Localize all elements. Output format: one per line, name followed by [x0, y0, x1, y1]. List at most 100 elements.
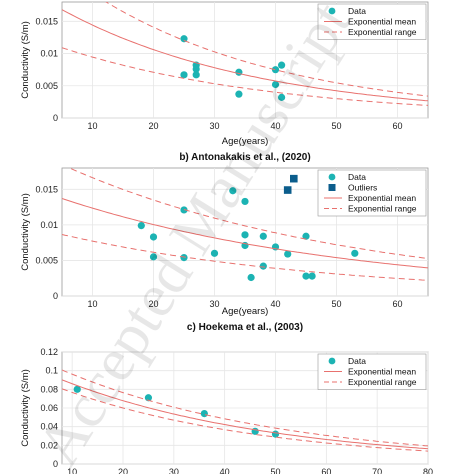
x-tick-label: 50 [331, 299, 341, 309]
data-point [235, 68, 243, 76]
data-point [180, 35, 188, 43]
x-tick-label: 40 [270, 121, 280, 131]
data-point [144, 394, 153, 402]
data-point [278, 61, 286, 69]
data-point [180, 254, 188, 262]
data-point [302, 232, 310, 240]
x-axis-label: Age(years) [222, 136, 268, 147]
exponential-range-curve [62, 234, 428, 281]
legend-label: Data [348, 6, 366, 16]
y-axis-label: Conductivity (S/m) [20, 21, 31, 99]
x-tick-label: 60 [392, 299, 402, 309]
legend-label: Exponential mean [348, 367, 416, 377]
data-point [235, 90, 243, 98]
x-tick-label: 10 [87, 299, 97, 309]
data-point [149, 233, 158, 241]
y-axis-label: Conductivity (S/m) [20, 369, 31, 447]
legend-outlier-marker [328, 184, 336, 191]
data-point [259, 232, 267, 240]
exponential-range-curve [105, 2, 428, 97]
data-point [241, 197, 249, 206]
y-axis-label: Conductivity (S/m) [20, 193, 31, 271]
exponential-range-curve [68, 168, 428, 259]
legend-label: Exponential range [348, 204, 417, 214]
chart-panel-2: 10 20 30 40 50 60 0 0.005 0.01 0.015 Conductivity … [20, 152, 429, 317]
y-tick-label: 0.01 [40, 220, 58, 230]
y-tick-label: 0.015 [35, 16, 58, 26]
legend-label: Exponential range [348, 27, 417, 37]
exponential-mean-curve [62, 198, 428, 269]
x-axis-label: Age(years) [222, 306, 268, 317]
panel-title: c) Hoekema et al., (2003) [187, 322, 303, 333]
data-point [180, 71, 188, 79]
series-layer [62, 369, 428, 452]
data-point [271, 430, 280, 438]
x-tick-label: 10 [87, 121, 97, 131]
legend-data-marker [328, 357, 336, 365]
y-tick-label: 0.02 [40, 440, 58, 450]
y-tick-label: 0.04 [40, 422, 58, 432]
x-tick-label: 20 [148, 299, 158, 309]
x-tick-label: 30 [169, 467, 179, 474]
x-tick-label: 50 [331, 121, 341, 131]
x-tick-label: 30 [209, 121, 219, 131]
data-point [308, 272, 316, 280]
exponential-mean-curve [62, 9, 428, 102]
y-tick-label: 0 [53, 113, 58, 123]
data-point [259, 262, 267, 270]
chart-panel-3: 10 20 30 40 50 60 70 80 0 0.02 0.04 0.06 0.08 0.1 0.12… [20, 322, 433, 474]
data-point [278, 93, 286, 101]
panels: 10 20 30 40 50 60 0 0.005 0.01 0.015 Conductivity … [20, 1, 433, 474]
data-point [149, 253, 158, 261]
data-point [271, 66, 280, 74]
panel-title: b) Antonakakis et al., (2020) [179, 152, 310, 163]
x-tick-label: 30 [209, 299, 219, 309]
legend-label: Data [348, 172, 366, 182]
legend-data-marker [328, 7, 336, 15]
data-point [351, 249, 359, 257]
y-tick-label: 0.005 [35, 81, 58, 91]
y-tick-label: 0.12 [40, 347, 58, 357]
data-point [251, 427, 259, 435]
y-tick-label: 0.005 [35, 255, 58, 265]
data-point [302, 272, 310, 280]
x-tick-label: 60 [392, 121, 402, 131]
data-point [192, 71, 200, 79]
legend-label: Outliers [348, 183, 377, 193]
x-tick-label: 40 [270, 299, 280, 309]
chart-panel-1: 10 20 30 40 50 60 0 0.005 0.01 0.015 Conductivity … [20, 1, 429, 147]
outlier-point [283, 186, 292, 194]
legend-label: Exponential mean [348, 193, 416, 203]
x-tick-label: 20 [148, 121, 158, 131]
data-point [73, 385, 81, 393]
x-tick-label: 40 [220, 467, 230, 474]
y-tick-label: 0.015 [35, 184, 58, 194]
series-layer [62, 2, 428, 106]
outlier-point [290, 174, 298, 183]
y-tick-label: 0.1 [45, 366, 58, 376]
y-tick-label: 0 [53, 459, 58, 469]
data-point [271, 80, 280, 89]
data-point [284, 250, 292, 258]
x-tick-label: 60 [321, 467, 331, 474]
x-tick-label: 70 [372, 467, 382, 474]
exponential-range-curve [62, 47, 428, 106]
y-tick-label: 0.01 [40, 49, 58, 59]
data-point [241, 231, 249, 239]
data-point [229, 187, 237, 195]
legend-label: Data [348, 356, 366, 366]
series-layer [62, 168, 428, 282]
exponential-range-curve [62, 369, 428, 447]
data-point [247, 273, 255, 282]
data-point [137, 222, 145, 230]
y-tick-label: 0.08 [40, 384, 58, 394]
legend-label: Exponential mean [348, 17, 416, 27]
x-tick-label: 10 [67, 467, 77, 474]
x-tick-label: 20 [118, 467, 128, 474]
legend-data-marker [328, 173, 336, 181]
data-point [192, 65, 200, 73]
